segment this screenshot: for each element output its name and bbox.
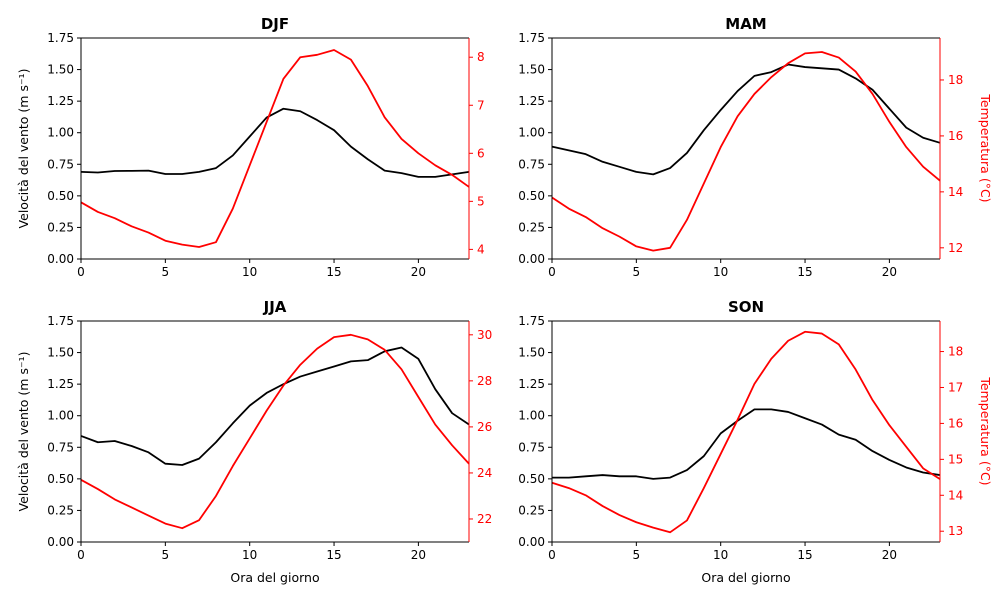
x-tick-label: 0 [548, 265, 556, 279]
y-right-tick-label: 12 [948, 241, 963, 255]
x-tick-label: 5 [162, 265, 170, 279]
y-left-tick-label: 1.50 [47, 346, 74, 360]
y-axis-left-label: Velocità del vento (m s⁻¹) [16, 352, 31, 512]
temperature-line [551, 51, 941, 252]
y-right-tick-label: 15 [948, 452, 963, 466]
y-left-tick-label: 0.00 [47, 252, 74, 266]
x-tick-label: 5 [633, 548, 641, 562]
y-left-tick-label: 0.25 [47, 220, 74, 234]
x-tick-label: 10 [713, 548, 728, 562]
wind-speed-line [551, 63, 941, 176]
y-axis-right-label: Temperatura (°C) [978, 376, 993, 485]
y-left-tick-label: 1.00 [47, 409, 74, 423]
y-axis-left-label: Velocità del vento (m s⁻¹) [16, 69, 31, 229]
y-left-tick-label: 1.25 [518, 377, 545, 391]
y-right-tick-label: 22 [477, 512, 492, 526]
panel-jja: JJA 0 5 10 15 20 0.00 0.25 0.50 0.75 1.00 1.25 1.50… [16, 298, 492, 585]
y-left-tick-label: 0.75 [47, 157, 74, 171]
y-left-tick-label: 0.50 [47, 189, 74, 203]
x-tick-label: 20 [882, 548, 897, 562]
x-tick-label: 20 [411, 548, 426, 562]
x-tick-label: 20 [882, 265, 897, 279]
y-left-tick-label: 1.00 [47, 126, 74, 140]
y-right-tick-label: 16 [948, 416, 963, 430]
y-right-tick-label: 14 [948, 488, 963, 502]
x-tick-label: 10 [242, 548, 257, 562]
temperature-line [80, 333, 470, 530]
y-right-tick-label: 26 [477, 420, 492, 434]
y-right-tick-label: 24 [477, 466, 492, 480]
y-left-tick-label: 0.00 [47, 535, 74, 549]
y-left-tick-label: 1.50 [518, 63, 545, 77]
panel-title: MAM [725, 15, 766, 33]
y-left-tick-label: 1.00 [518, 409, 545, 423]
y-left-tick-label: 1.75 [47, 31, 74, 45]
x-tick-label: 0 [548, 548, 556, 562]
y-right-tick-label: 6 [477, 146, 485, 160]
panel-djf: DJF 0 5 10 15 20 0.00 0.25 0.50 0.75 1.00 1.25 1.50… [16, 15, 485, 279]
panel-title: SON [728, 298, 764, 316]
y-left-tick-label: 1.25 [518, 94, 545, 108]
temperature-line [80, 49, 470, 248]
x-tick-label: 0 [77, 548, 85, 562]
y-left-tick-label: 1.50 [518, 346, 545, 360]
x-tick-label: 15 [326, 548, 341, 562]
x-tick-label: 15 [797, 265, 812, 279]
y-right-tick-label: 30 [477, 328, 492, 342]
x-tick-label: 10 [713, 265, 728, 279]
x-axis-label: Ora del giorno [701, 570, 790, 585]
x-tick-label: 0 [77, 265, 85, 279]
y-right-tick-label: 18 [948, 73, 963, 87]
wind-speed-line [80, 346, 470, 466]
y-left-tick-label: 0.25 [518, 503, 545, 517]
y-left-tick-label: 0.75 [47, 440, 74, 454]
y-left-tick-label: 0.25 [47, 503, 74, 517]
y-right-tick-label: 8 [477, 50, 485, 64]
y-right-tick-label: 17 [948, 380, 963, 394]
y-right-tick-label: 7 [477, 98, 485, 112]
x-tick-label: 20 [411, 265, 426, 279]
y-left-tick-label: 1.75 [518, 314, 545, 328]
x-tick-label: 10 [242, 265, 257, 279]
y-right-tick-label: 4 [477, 242, 485, 256]
y-left-tick-label: 0.50 [47, 472, 74, 486]
y-left-tick-label: 1.25 [47, 377, 74, 391]
wind-speed-line [80, 107, 470, 178]
y-left-tick-label: 0.25 [518, 220, 545, 234]
panel-title: JJA [263, 298, 287, 316]
panel-title: DJF [261, 15, 289, 33]
y-axis-right-label: Temperatura (°C) [978, 93, 993, 202]
y-left-tick-label: 0.75 [518, 157, 545, 171]
y-right-tick-label: 16 [948, 129, 963, 143]
x-axis-label: Ora del giorno [230, 570, 319, 585]
panel-mam: MAM 0 5 10 15 20 0.00 0.25 0.50 0.75 1.00 1.25 1.50… [518, 15, 993, 279]
y-left-tick-label: 0.00 [518, 535, 545, 549]
x-tick-label: 5 [633, 265, 641, 279]
y-right-tick-label: 28 [477, 374, 492, 388]
wind-speed-line [552, 408, 941, 480]
y-left-tick-label: 1.50 [47, 63, 74, 77]
y-left-tick-label: 1.25 [47, 94, 74, 108]
y-left-tick-label: 0.50 [518, 189, 545, 203]
y-left-tick-label: 0.75 [518, 440, 545, 454]
y-right-tick-label: 18 [948, 345, 963, 359]
temperature-line [551, 330, 941, 534]
x-tick-label: 15 [326, 265, 341, 279]
y-right-tick-label: 14 [948, 185, 963, 199]
y-left-tick-label: 1.00 [518, 126, 545, 140]
panel-son: SON 0 5 10 15 20 0.00 0.25 0.50 0.75 1.00 1.25 1.50… [518, 298, 993, 585]
x-tick-label: 15 [797, 548, 812, 562]
x-tick-label: 5 [162, 548, 170, 562]
y-right-tick-label: 13 [948, 524, 963, 538]
y-left-tick-label: 1.75 [47, 314, 74, 328]
y-right-tick-label: 5 [477, 194, 485, 208]
y-left-tick-label: 0.00 [518, 252, 545, 266]
y-left-tick-label: 1.75 [518, 31, 545, 45]
y-left-tick-label: 0.50 [518, 472, 545, 486]
